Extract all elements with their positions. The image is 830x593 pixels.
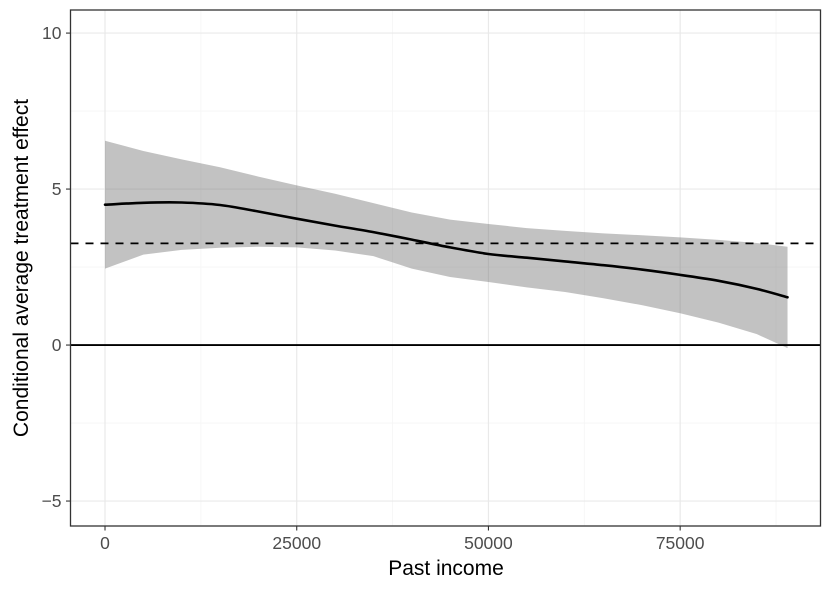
y-tick-label: 0 bbox=[52, 335, 62, 355]
y-tick-label: −5 bbox=[42, 491, 62, 511]
x-axis-title: Past income bbox=[388, 557, 504, 580]
confidence-band bbox=[105, 140, 788, 349]
cate-smooth bbox=[103, 201, 789, 299]
panel-border bbox=[69, 9, 822, 527]
y-tick-label: 10 bbox=[42, 23, 62, 43]
x-tick-label: 75000 bbox=[656, 533, 705, 553]
y-tick-label: 5 bbox=[52, 179, 62, 199]
panel-background bbox=[70, 10, 821, 526]
x-tick-label: 25000 bbox=[272, 533, 321, 553]
x-tick-label: 0 bbox=[100, 533, 110, 553]
y-axis-title: Conditional average treatment effect bbox=[10, 98, 33, 438]
x-tick-label: 50000 bbox=[464, 533, 513, 553]
